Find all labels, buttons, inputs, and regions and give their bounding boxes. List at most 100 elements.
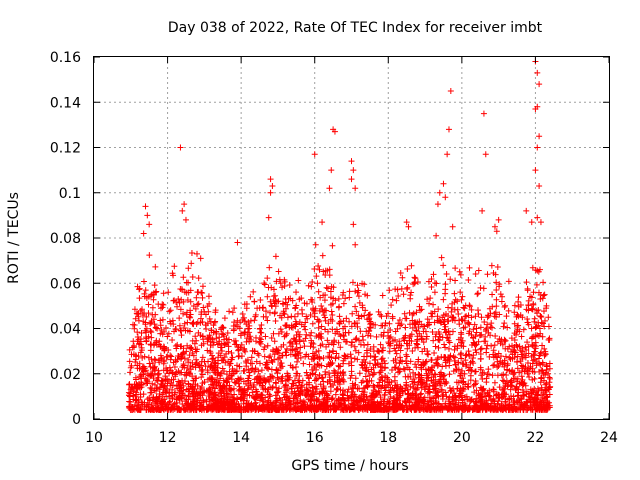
data-point [223, 404, 230, 411]
data-point [201, 308, 208, 315]
data-point [424, 316, 431, 323]
data-point [208, 394, 215, 401]
data-point [348, 323, 355, 330]
data-point [435, 400, 442, 407]
data-point [348, 362, 355, 369]
data-point [187, 287, 194, 294]
data-point [179, 207, 186, 214]
data-point [393, 395, 400, 402]
data-point [499, 293, 506, 300]
data-point [440, 376, 447, 383]
data-point [271, 338, 278, 345]
data-point [371, 369, 378, 376]
data-point [234, 362, 241, 369]
data-point [319, 306, 326, 313]
x-tick-label: 10 [85, 430, 103, 446]
data-point [176, 315, 183, 322]
data-point [531, 315, 538, 322]
data-point [157, 322, 164, 329]
data-point [498, 372, 505, 379]
data-point [490, 351, 497, 358]
data-point [152, 381, 159, 388]
data-point [244, 403, 251, 410]
data-point [542, 369, 549, 376]
data-point [142, 327, 149, 334]
data-point [179, 401, 186, 408]
data-point [352, 303, 359, 310]
data-point [243, 305, 250, 312]
data-point [326, 272, 333, 279]
data-point [414, 337, 421, 344]
data-point [302, 392, 309, 399]
data-point [457, 271, 464, 278]
data-point [279, 284, 286, 291]
data-point [391, 377, 398, 384]
data-point [284, 314, 291, 321]
data-point [271, 356, 278, 363]
data-point [506, 354, 513, 361]
data-point [424, 296, 431, 303]
y-tick-label: 0.14 [50, 95, 81, 111]
data-point [355, 315, 362, 322]
data-point [281, 383, 288, 390]
data-point [235, 380, 242, 387]
data-point [446, 385, 453, 392]
data-point [497, 291, 504, 298]
data-point [410, 369, 417, 376]
data-point [150, 296, 157, 303]
data-point [459, 403, 466, 410]
data-point [309, 350, 316, 357]
data-point [211, 319, 218, 326]
data-point [246, 392, 253, 399]
data-point [459, 360, 466, 367]
data-point [408, 289, 415, 296]
data-point [141, 353, 148, 360]
data-point [393, 350, 400, 357]
data-point [293, 373, 300, 380]
data-point [262, 362, 269, 369]
data-point [405, 374, 412, 381]
data-point [504, 324, 511, 331]
data-point [175, 295, 182, 302]
data-point [201, 358, 208, 365]
data-point [161, 347, 168, 354]
data-point [538, 399, 545, 406]
data-point [323, 307, 330, 314]
data-point [201, 388, 208, 395]
data-point [143, 406, 150, 413]
data-point [132, 352, 139, 359]
data-point [447, 352, 454, 359]
data-point [521, 350, 528, 357]
data-point [265, 401, 272, 408]
data-point [249, 348, 256, 355]
data-point [165, 330, 172, 337]
data-point [157, 343, 164, 350]
data-point [270, 348, 277, 355]
data-point [251, 317, 258, 324]
data-point [178, 353, 185, 360]
data-point [316, 391, 323, 398]
data-point [471, 321, 478, 328]
data-point [226, 362, 233, 369]
data-point [178, 369, 185, 376]
data-point [345, 386, 352, 393]
data-point [185, 369, 192, 376]
data-point [505, 278, 512, 285]
data-point [254, 350, 261, 357]
data-point [171, 400, 178, 407]
data-point [539, 367, 546, 374]
data-point [292, 337, 299, 344]
data-point [218, 347, 225, 354]
data-point [207, 350, 214, 357]
data-point [308, 339, 315, 346]
data-point [496, 384, 503, 391]
data-point [134, 283, 141, 290]
data-point [322, 267, 329, 274]
data-point [434, 356, 441, 363]
data-point [249, 406, 256, 413]
data-point [131, 344, 138, 351]
data-point [452, 361, 459, 368]
data-point [524, 339, 531, 346]
data-point [292, 323, 299, 330]
data-point [329, 360, 336, 367]
